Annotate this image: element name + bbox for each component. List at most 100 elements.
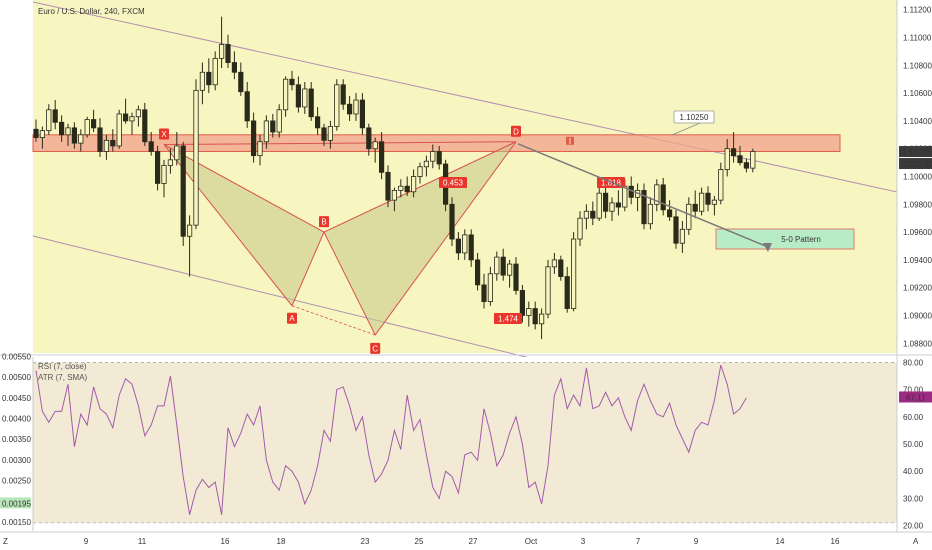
candle-down — [705, 192, 711, 205]
atr-tick-label: 0.00300 — [2, 456, 31, 465]
atr-value-tag — [0, 497, 31, 509]
candle-up — [257, 141, 263, 157]
candle-down — [564, 276, 570, 309]
candle-down — [615, 202, 622, 208]
point-label-text-d: D — [513, 127, 519, 136]
pattern-xb-diagonal — [163, 144, 325, 233]
candle-up — [282, 78, 289, 111]
candle-up — [718, 169, 724, 201]
rsi-tick-label: 40.00 — [903, 467, 924, 476]
price-tick-label: 1.09400 — [903, 256, 932, 265]
candle-down — [359, 99, 366, 129]
point-label-x — [159, 128, 169, 140]
candle-down — [142, 109, 148, 143]
candle-down — [295, 84, 302, 108]
candle-up — [750, 151, 756, 169]
callout-leader — [671, 122, 701, 136]
candle-down — [667, 209, 673, 218]
candle-up — [506, 263, 513, 276]
target-zone — [715, 228, 855, 250]
candle-down — [148, 141, 154, 152]
ratio-label-box — [494, 313, 522, 324]
candle-up — [539, 313, 545, 325]
candle-down — [731, 148, 737, 157]
atr-tick-label: 0.00450 — [2, 394, 31, 403]
candle-down — [474, 259, 481, 286]
candle-up — [212, 57, 218, 86]
rsi-value-tag — [899, 391, 932, 403]
candle-up — [417, 166, 423, 177]
candle-up — [218, 44, 225, 59]
price-callout — [673, 110, 715, 124]
candle-down — [91, 119, 97, 129]
candle-down — [231, 62, 237, 73]
zone-marker — [566, 136, 574, 145]
candle-up — [135, 109, 141, 118]
rsi-legend: RSI (7, close) — [38, 362, 87, 371]
bottom-left-letter[interactable]: Z — [3, 537, 8, 546]
ratio-label-text: 1.474 — [498, 315, 519, 324]
candle-down — [641, 189, 647, 225]
ratio-label-box — [439, 177, 467, 188]
candle-down — [33, 128, 39, 138]
candle-down — [123, 113, 129, 122]
candle-up — [679, 228, 686, 244]
candle-down — [468, 234, 474, 261]
pattern-xd-line — [163, 141, 517, 146]
point-label-d — [511, 125, 521, 137]
candle-up — [571, 238, 577, 309]
candle-up — [327, 126, 334, 141]
candle-up — [526, 308, 532, 316]
atr-tick-label: 0.00550 — [2, 352, 31, 361]
pattern-bd-diagonal — [323, 141, 517, 233]
last-price-text: 1.10176 — [902, 148, 931, 157]
price-tick-label: 1.10000 — [903, 173, 932, 182]
price-tick-label: 1.11200 — [903, 6, 932, 15]
candle-up — [199, 71, 205, 91]
time-tick-label: 16 — [221, 537, 230, 546]
candle-down — [244, 91, 250, 122]
chart-title: Euro / U.S. Dollar, 240, FXCM — [38, 7, 145, 16]
time-tick-label: 7 — [636, 537, 641, 546]
candle-up — [410, 176, 417, 193]
candle-up — [551, 259, 558, 268]
candle-up — [78, 134, 84, 144]
point-label-b — [319, 216, 329, 228]
candle-down — [340, 84, 346, 105]
candle-up — [391, 189, 398, 201]
candle-down — [321, 127, 327, 141]
time-tick-label: 27 — [469, 537, 478, 546]
bottom-right-letter[interactable]: A — [913, 537, 919, 546]
candle-up — [276, 109, 282, 133]
candle-up — [167, 159, 173, 166]
countdown-tag — [899, 158, 932, 170]
candles — [33, 16, 756, 340]
candle-down — [500, 256, 506, 276]
candle-down — [59, 121, 65, 136]
time-tick-label: Oct — [525, 537, 538, 546]
point-label-text-b: B — [321, 218, 326, 227]
rsi-tick-label: 80.00 — [903, 358, 924, 367]
candle-down — [481, 284, 487, 302]
candle-up — [699, 192, 705, 212]
rsi-line — [35, 365, 747, 515]
candle-down — [289, 78, 295, 86]
point-label-text-a: A — [289, 314, 295, 323]
candle-down — [673, 216, 679, 244]
candle-down — [378, 141, 385, 173]
candle-up — [129, 116, 135, 122]
candle-down — [737, 155, 743, 164]
chart-text-layer: Euro / U.S. Dollar, 240, FXCM RSI (7, cl… — [3, 7, 919, 546]
candle-up — [334, 84, 340, 127]
price-tick-label: 1.10400 — [903, 117, 932, 126]
rsi-tick-label: 70.00 — [903, 386, 924, 395]
candle-down — [385, 171, 391, 201]
last-price-tag — [899, 146, 932, 158]
candle-down — [238, 71, 244, 93]
projection-arrow — [517, 143, 769, 248]
candle-down — [154, 151, 161, 184]
indicator-pane — [33, 357, 897, 531]
atr-tick-label: 0.00150 — [2, 518, 31, 527]
